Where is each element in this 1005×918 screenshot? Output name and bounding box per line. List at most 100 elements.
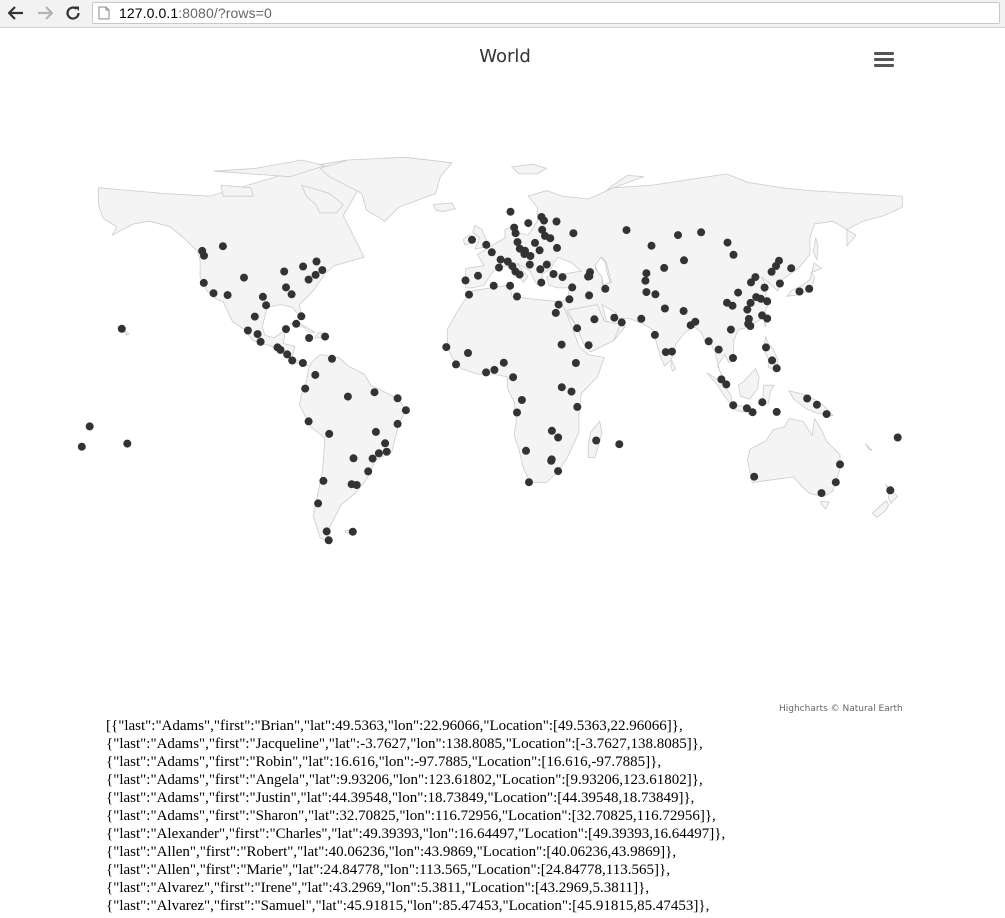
map-point[interactable]	[513, 292, 521, 301]
map-point[interactable]	[349, 454, 358, 463]
map-point[interactable]	[552, 217, 561, 226]
map-point[interactable]	[243, 326, 252, 335]
map-point[interactable]	[371, 427, 380, 436]
map-point[interactable]	[751, 273, 760, 282]
map-point[interactable]	[524, 219, 533, 228]
map-point[interactable]	[573, 402, 582, 411]
address-bar[interactable]: 127.0.0.1:8080/?rows=0	[92, 2, 1000, 24]
map-point[interactable]	[537, 213, 546, 221]
map-point[interactable]	[805, 284, 814, 293]
map-point[interactable]	[554, 300, 563, 309]
map-point[interactable]	[557, 340, 566, 349]
map-point[interactable]	[506, 281, 515, 290]
map-point[interactable]	[311, 370, 320, 379]
map-point[interactable]	[280, 267, 289, 276]
map-point[interactable]	[610, 313, 619, 322]
map-point[interactable]	[538, 225, 547, 234]
map-point[interactable]	[565, 295, 574, 304]
map-point[interactable]	[567, 387, 576, 396]
map-point[interactable]	[722, 380, 731, 389]
map-point[interactable]	[717, 375, 726, 384]
map-point[interactable]	[674, 231, 682, 240]
map-point[interactable]	[768, 356, 777, 365]
map-point[interactable]	[617, 318, 626, 327]
map-point[interactable]	[312, 257, 321, 266]
map-point[interactable]	[319, 476, 328, 485]
map-point[interactable]	[305, 334, 314, 342]
map-point[interactable]	[482, 368, 491, 377]
map-point[interactable]	[661, 348, 670, 357]
map-point[interactable]	[522, 446, 530, 455]
map-point[interactable]	[569, 229, 578, 238]
map-point[interactable]	[536, 265, 545, 274]
map-point[interactable]	[729, 354, 737, 362]
map-point[interactable]	[468, 235, 476, 244]
map-point[interactable]	[276, 345, 285, 354]
map-point[interactable]	[549, 270, 558, 278]
map-point[interactable]	[668, 347, 676, 356]
map-point[interactable]	[772, 407, 781, 416]
map-point[interactable]	[756, 294, 765, 303]
map-point[interactable]	[298, 359, 307, 367]
map-point[interactable]	[746, 322, 755, 330]
map-point[interactable]	[601, 284, 610, 293]
map-point[interactable]	[311, 270, 320, 279]
map-point[interactable]	[513, 408, 521, 417]
map-point[interactable]	[746, 298, 755, 307]
map-point[interactable]	[515, 244, 524, 253]
map-point[interactable]	[324, 536, 333, 545]
map-point[interactable]	[585, 272, 594, 281]
map-point[interactable]	[660, 304, 669, 313]
map-point[interactable]	[836, 460, 844, 469]
map-point[interactable]	[123, 439, 132, 448]
map-point[interactable]	[537, 278, 546, 287]
map-point[interactable]	[487, 248, 496, 257]
map-point[interactable]	[282, 325, 290, 334]
map-point[interactable]	[557, 383, 566, 392]
map-point[interactable]	[85, 422, 94, 431]
map-point[interactable]	[117, 324, 126, 333]
map-point[interactable]	[299, 262, 308, 271]
map-point[interactable]	[704, 337, 713, 346]
map-point[interactable]	[760, 283, 769, 292]
map-point[interactable]	[520, 250, 529, 258]
map-point[interactable]	[513, 238, 522, 247]
map-point[interactable]	[482, 240, 491, 249]
map-point[interactable]	[250, 312, 259, 321]
map-point[interactable]	[318, 266, 327, 275]
map-point[interactable]	[660, 263, 669, 272]
map-point[interactable]	[364, 467, 373, 476]
map-point[interactable]	[743, 305, 752, 314]
map-point[interactable]	[381, 439, 390, 448]
map-point[interactable]	[831, 478, 840, 487]
map-point[interactable]	[812, 400, 821, 409]
map-point[interactable]	[697, 228, 706, 237]
map-point[interactable]	[240, 273, 248, 282]
map-point[interactable]	[585, 291, 594, 300]
map-point[interactable]	[767, 267, 776, 276]
map-point[interactable]	[535, 246, 544, 255]
map-point[interactable]	[301, 384, 310, 393]
map-point[interactable]	[442, 343, 451, 352]
map-point[interactable]	[322, 527, 331, 536]
map-point[interactable]	[474, 271, 482, 280]
map-point[interactable]	[525, 260, 534, 269]
map-point[interactable]	[382, 447, 391, 456]
map-point[interactable]	[370, 388, 379, 397]
map-point[interactable]	[590, 315, 599, 324]
map-point[interactable]	[304, 417, 313, 426]
map-point[interactable]	[262, 301, 271, 310]
map-point[interactable]	[551, 308, 560, 317]
map-point[interactable]	[650, 330, 659, 339]
map-point[interactable]	[292, 319, 301, 328]
map-point[interactable]	[282, 283, 290, 292]
map-point[interactable]	[283, 350, 292, 359]
map-point[interactable]	[368, 454, 377, 463]
map-point[interactable]	[209, 289, 218, 298]
back-button[interactable]	[6, 3, 26, 23]
map-point[interactable]	[464, 349, 472, 357]
map-point[interactable]	[568, 283, 577, 292]
map-point[interactable]	[499, 358, 508, 367]
map-point[interactable]	[509, 373, 518, 382]
map-point[interactable]	[452, 360, 460, 369]
